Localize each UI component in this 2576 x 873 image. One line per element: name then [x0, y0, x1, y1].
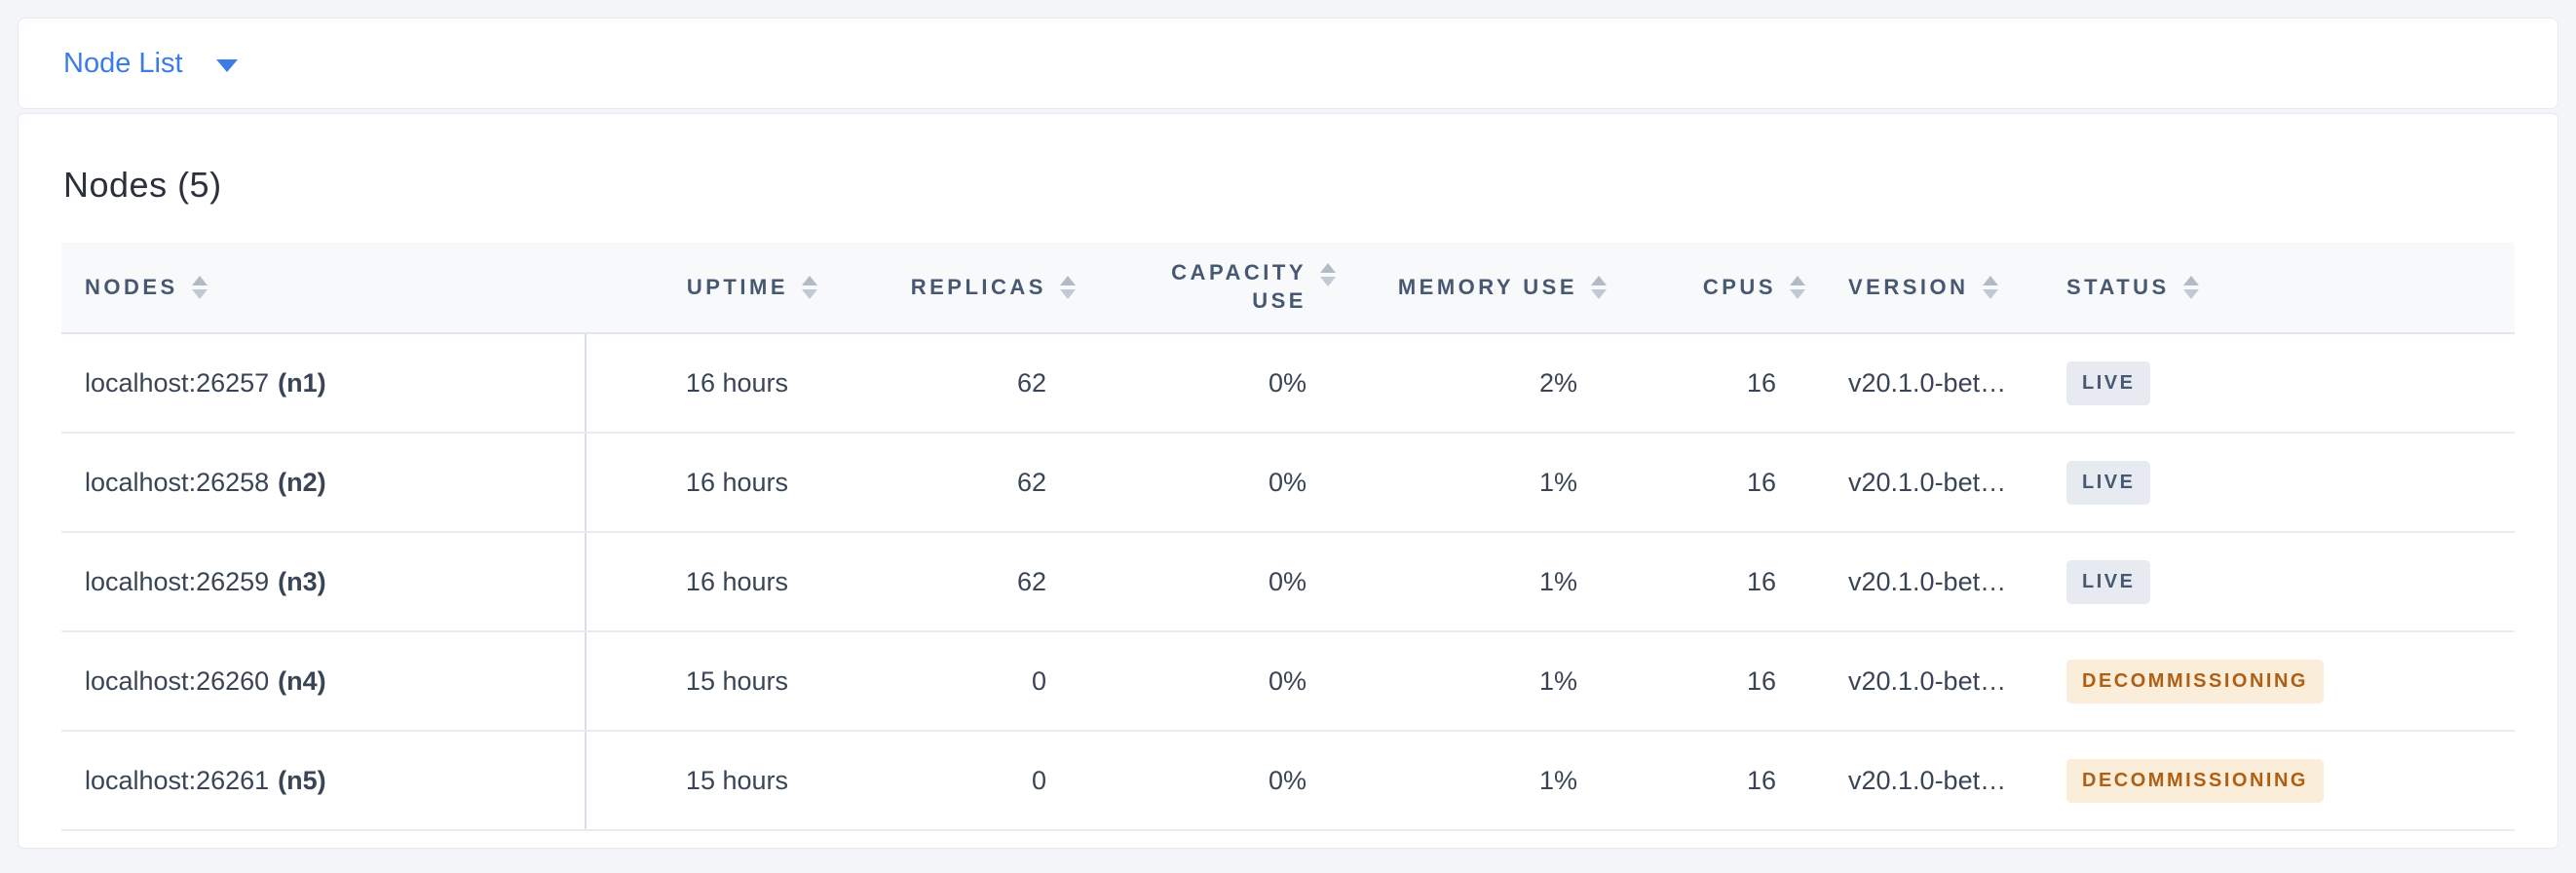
- node-address: localhost:26261: [85, 765, 270, 795]
- sort-icon[interactable]: [1790, 276, 1805, 299]
- column-label: UPTIME: [686, 275, 788, 299]
- sort-icon[interactable]: [1982, 276, 1998, 299]
- node-address: localhost:26259: [85, 566, 270, 596]
- node-address-cell[interactable]: localhost:26260 (n4): [61, 631, 587, 732]
- node-id: (n2): [278, 467, 326, 497]
- node-address: localhost:26258: [85, 467, 270, 497]
- version-cell: v20.1.0-bet…: [1817, 631, 2057, 732]
- nodes-panel: Nodes (5) NODES UPTIME RE: [18, 113, 2558, 849]
- column-header-version[interactable]: VERSION: [1817, 243, 2057, 334]
- column-label: CPUS: [1702, 275, 1776, 299]
- status-cell: LIVE: [2057, 532, 2515, 632]
- replicas-cell: 62: [829, 333, 1087, 434]
- node-address-cell[interactable]: localhost:26259 (n3): [61, 532, 587, 632]
- table-row[interactable]: localhost:26260 (n4) 15 hours 0 0% 1% 16 …: [61, 631, 2515, 732]
- capacity-use-cell: 0%: [1087, 532, 1347, 632]
- node-id: (n5): [278, 765, 326, 795]
- status-badge: LIVE: [2066, 460, 2151, 505]
- node-id: (n4): [278, 665, 326, 696]
- uptime-cell: 16 hours: [586, 333, 829, 434]
- capacity-use-cell: 0%: [1087, 731, 1347, 831]
- capacity-use-cell: 0%: [1087, 333, 1347, 434]
- memory-use-cell: 2%: [1347, 333, 1618, 434]
- cpus-cell: 16: [1618, 532, 1817, 632]
- column-label: REPLICAS: [910, 275, 1046, 299]
- cpus-cell: 16: [1618, 631, 1817, 732]
- view-dropdown[interactable]: Node List: [63, 48, 238, 80]
- sort-icon[interactable]: [1060, 276, 1076, 299]
- status-cell: LIVE: [2057, 333, 2515, 434]
- version-cell: v20.1.0-bet…: [1817, 333, 2057, 434]
- table-row[interactable]: localhost:26259 (n3) 16 hours 62 0% 1% 16…: [61, 532, 2515, 632]
- sort-icon[interactable]: [802, 276, 817, 299]
- table-row[interactable]: localhost:26258 (n2) 16 hours 62 0% 1% 16…: [61, 433, 2515, 533]
- status-badge: LIVE: [2066, 559, 2151, 604]
- column-label: CAPACITY USE: [1171, 260, 1307, 313]
- column-header-nodes[interactable]: NODES: [61, 243, 586, 334]
- column-header-uptime[interactable]: UPTIME: [586, 243, 829, 334]
- column-label: VERSION: [1848, 275, 1969, 299]
- capacity-use-cell: 0%: [1087, 631, 1347, 732]
- view-dropdown-label: Node List: [63, 47, 183, 79]
- column-header-cpus[interactable]: CPUS: [1618, 243, 1817, 334]
- cpus-cell: 16: [1618, 333, 1817, 434]
- column-header-memory-use[interactable]: MEMORY USE: [1347, 243, 1618, 334]
- column-header-status[interactable]: STATUS: [2057, 243, 2515, 334]
- table-header-row: NODES UPTIME REPLICAS CAPACITY USE: [61, 243, 2515, 334]
- version-cell: v20.1.0-bet…: [1817, 532, 2057, 632]
- status-cell: LIVE: [2057, 433, 2515, 533]
- version-cell: v20.1.0-bet…: [1817, 433, 2057, 533]
- replicas-cell: 62: [829, 433, 1087, 533]
- sort-icon[interactable]: [2182, 276, 2199, 299]
- node-address: localhost:26257: [85, 367, 270, 398]
- replicas-cell: 0: [829, 631, 1087, 732]
- view-selector-bar: Node List: [18, 18, 2558, 109]
- memory-use-cell: 1%: [1347, 731, 1618, 831]
- memory-use-cell: 1%: [1347, 532, 1618, 632]
- cpus-cell: 16: [1618, 433, 1817, 533]
- column-header-replicas[interactable]: REPLICAS: [829, 243, 1087, 334]
- table-row[interactable]: localhost:26261 (n5) 15 hours 0 0% 1% 16 …: [61, 731, 2515, 831]
- status-badge: LIVE: [2066, 361, 2151, 405]
- node-address-cell[interactable]: localhost:26258 (n2): [61, 433, 587, 533]
- uptime-cell: 15 hours: [586, 631, 829, 732]
- cpus-cell: 16: [1618, 731, 1817, 831]
- replicas-cell: 0: [829, 731, 1087, 831]
- memory-use-cell: 1%: [1347, 433, 1618, 533]
- column-label: NODES: [85, 275, 178, 299]
- column-label: MEMORY USE: [1397, 275, 1577, 299]
- page: Node List Nodes (5) NODES UPTIME: [18, 18, 2558, 849]
- uptime-cell: 15 hours: [586, 731, 829, 831]
- uptime-cell: 16 hours: [586, 433, 829, 533]
- node-address-cell[interactable]: localhost:26257 (n1): [61, 333, 587, 434]
- chevron-down-icon: [215, 58, 238, 72]
- sort-icon[interactable]: [191, 276, 208, 299]
- node-address-cell[interactable]: localhost:26261 (n5): [61, 731, 587, 831]
- version-cell: v20.1.0-bet…: [1817, 731, 2057, 831]
- capacity-use-cell: 0%: [1087, 433, 1347, 533]
- page-title: Nodes (5): [63, 165, 222, 205]
- status-cell: DECOMMISSIONING: [2057, 731, 2515, 831]
- status-badge: DECOMMISSIONING: [2066, 659, 2324, 703]
- sort-icon[interactable]: [1320, 263, 1336, 287]
- sort-icon[interactable]: [1591, 276, 1607, 299]
- nodes-table: NODES UPTIME REPLICAS CAPACITY USE: [61, 243, 2515, 831]
- table-row[interactable]: localhost:26257 (n1) 16 hours 62 0% 2% 16…: [61, 333, 2515, 434]
- memory-use-cell: 1%: [1347, 631, 1618, 732]
- column-label: STATUS: [2066, 275, 2170, 299]
- node-id: (n3): [278, 566, 326, 596]
- node-address: localhost:26260: [85, 665, 270, 696]
- node-id: (n1): [278, 367, 326, 398]
- replicas-cell: 62: [829, 532, 1087, 632]
- status-cell: DECOMMISSIONING: [2057, 631, 2515, 732]
- uptime-cell: 16 hours: [586, 532, 829, 632]
- column-header-capacity-use[interactable]: CAPACITY USE: [1087, 243, 1347, 334]
- status-badge: DECOMMISSIONING: [2066, 758, 2324, 803]
